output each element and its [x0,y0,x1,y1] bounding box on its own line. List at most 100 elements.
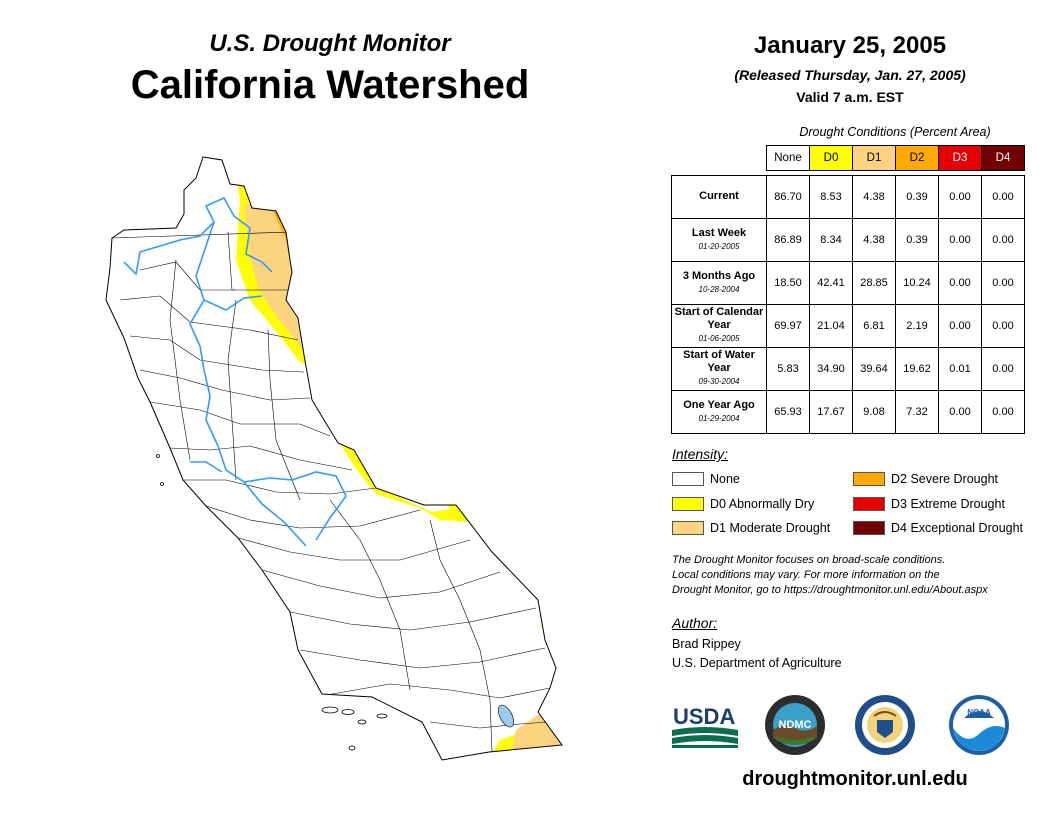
disclaimer-note: The Drought Monitor focuses on broad-sca… [672,553,1042,598]
legend-label-d1: D1 Moderate Drought [710,521,831,535]
table-cell: 86.70 [766,174,810,219]
release-date: (Released Thursday, Jan. 27, 2005) [734,67,966,83]
table-cell: 65.93 [766,389,810,434]
table-cell: 0.00 [938,389,982,434]
table-cell: 2.19 [895,303,939,348]
table-cell: 42.41 [809,260,853,305]
valid-time: Valid 7 a.m. EST [796,89,904,105]
california-watershed-map [105,156,563,761]
legend-label-none: None [710,472,740,486]
table-cell: 21.04 [809,303,853,348]
table-corner [672,146,767,171]
table-cell: 0.01 [938,346,982,391]
table-cell: 4.38 [852,174,896,219]
table-cell: 5.83 [766,346,810,391]
drought-conditions-table: None D0 D1 D2 D3 D4 Current 86.70 8.53 4.38 0.39 0.… [671,145,1025,434]
row-label-date: 09-30-2004 [698,377,740,386]
legend-label-d2: D2 Severe Drought [891,472,999,486]
table-row: 3 Months Ago 10-28-2004 18.50 42.41 28.85 10.… [671,260,1025,305]
table-cell: 0.00 [938,303,982,348]
table-cell: 0.00 [981,260,1025,305]
note-line-1: The Drought Monitor focuses on broad-sca… [672,554,946,566]
doc-seal-logo [855,695,915,755]
table-cell: 0.00 [938,260,982,305]
row-label-text: Last Week [691,226,747,239]
map-title: California Watershed [130,63,530,107]
column-header-d2: D2 [895,145,939,171]
subbasin-boundaries [111,231,551,753]
note-line-3: Drought Monitor, go to https://droughtmo… [672,584,988,596]
usda-logo-text: USDA [673,704,735,729]
channel-islands [321,706,388,751]
salton-sea-lake [497,704,515,728]
table-cell: 0.00 [981,217,1025,262]
row-label-text: Start of Calendar Year [674,306,764,331]
row-label-text: 3 Months Ago [682,269,756,282]
table-row: Start of Calendar Year 01-06-2005 69.97 21.… [671,303,1025,348]
legend-swatch-d4 [853,521,885,535]
row-label: Last Week 01-20-2005 [671,217,767,262]
conditions-caption: Drought Conditions (Percent Area) [799,125,991,139]
column-header-d3: D3 [938,145,982,171]
table-cell: 86.89 [766,217,810,262]
noaa-logo: NOAA [949,695,1009,755]
table-cell: 10.24 [895,260,939,305]
row-label: Current [671,174,767,219]
legend-item-d2: D2 Severe Drought [853,470,998,488]
ndmc-logo: NDMC [765,695,825,755]
table-cell: 0.00 [981,346,1025,391]
table-cell: 0.00 [981,174,1025,219]
row-label: Start of Calendar Year 01-06-2005 [671,303,767,348]
table-cell: 6.81 [852,303,896,348]
table-cell: 0.00 [981,303,1025,348]
legend-item-d4: D4 Exceptional Drought [853,519,1023,537]
author-name: Brad Rippey [672,637,741,651]
table-row: One Year Ago 01-29-2004 65.93 17.67 9.08 7.32… [671,389,1025,434]
row-label-date: 01-20-2005 [698,241,740,251]
table-cell: 34.90 [809,346,853,391]
table-cell: 4.38 [852,217,896,262]
row-label-text: One Year Ago [683,398,755,411]
author-title: Author: [672,615,718,631]
website-url[interactable]: droughtmonitor.unl.edu [742,768,968,790]
table-row: Last Week 01-20-2005 86.89 8.34 4.38 0.39 0.00… [671,217,1025,262]
column-header-d0: D0 [809,145,853,171]
row-label-date: 01-06-2005 [698,334,740,343]
legend-item-d0: D0 Abnormally Dry [672,495,814,513]
legend-swatch-none [672,472,704,486]
legend-item-d3: D3 Extreme Drought [853,495,1005,513]
column-header-d4: D4 [981,145,1025,171]
row-label-text: Current [699,190,739,202]
table-cell: 17.67 [809,389,853,434]
usda-logo: USDA [672,704,738,748]
table-row: Start of Water Year 09-30-2004 5.83 34.90 39… [671,346,1025,391]
bay-islands [156,454,164,486]
row-label: Start of Water Year 09-30-2004 [671,346,767,391]
legend-item-none: None [672,470,740,488]
table-cell: 39.64 [852,346,896,391]
map-date: January 25, 2005 [753,32,947,59]
rivers [123,196,347,547]
row-label: 3 Months Ago 10-28-2004 [671,260,767,305]
table-cell: 19.62 [895,346,939,391]
table-cell: 0.39 [895,217,939,262]
table-row: Current 86.70 8.53 4.38 0.39 0.00 0.00 [671,174,1025,219]
author-organization: U.S. Department of Agriculture [672,656,842,670]
table-cell: 7.32 [895,389,939,434]
column-header-d1: D1 [852,145,896,171]
row-label-date: 01-29-2004 [698,413,740,423]
ndmc-logo-text: NDMC [779,719,812,731]
table-cell: 0.39 [895,174,939,219]
table-cell: 28.85 [852,260,896,305]
intensity-title: Intensity: [672,446,729,462]
column-header-none: None [766,145,810,171]
row-label-date: 10-28-2004 [698,284,740,294]
legend-label-d4: D4 Exceptional Drought [891,521,1024,535]
table-cell: 0.00 [981,389,1025,434]
note-line-2: Local conditions may vary. For more info… [672,569,940,581]
legend-swatch-d2 [853,472,885,486]
legend-label-d3: D3 Extreme Drought [891,497,1005,511]
legend-item-d1: D1 Moderate Drought [672,519,830,537]
map-subtitle: U.S. Drought Monitor [209,30,451,57]
noaa-logo-text: NOAA [967,708,991,717]
